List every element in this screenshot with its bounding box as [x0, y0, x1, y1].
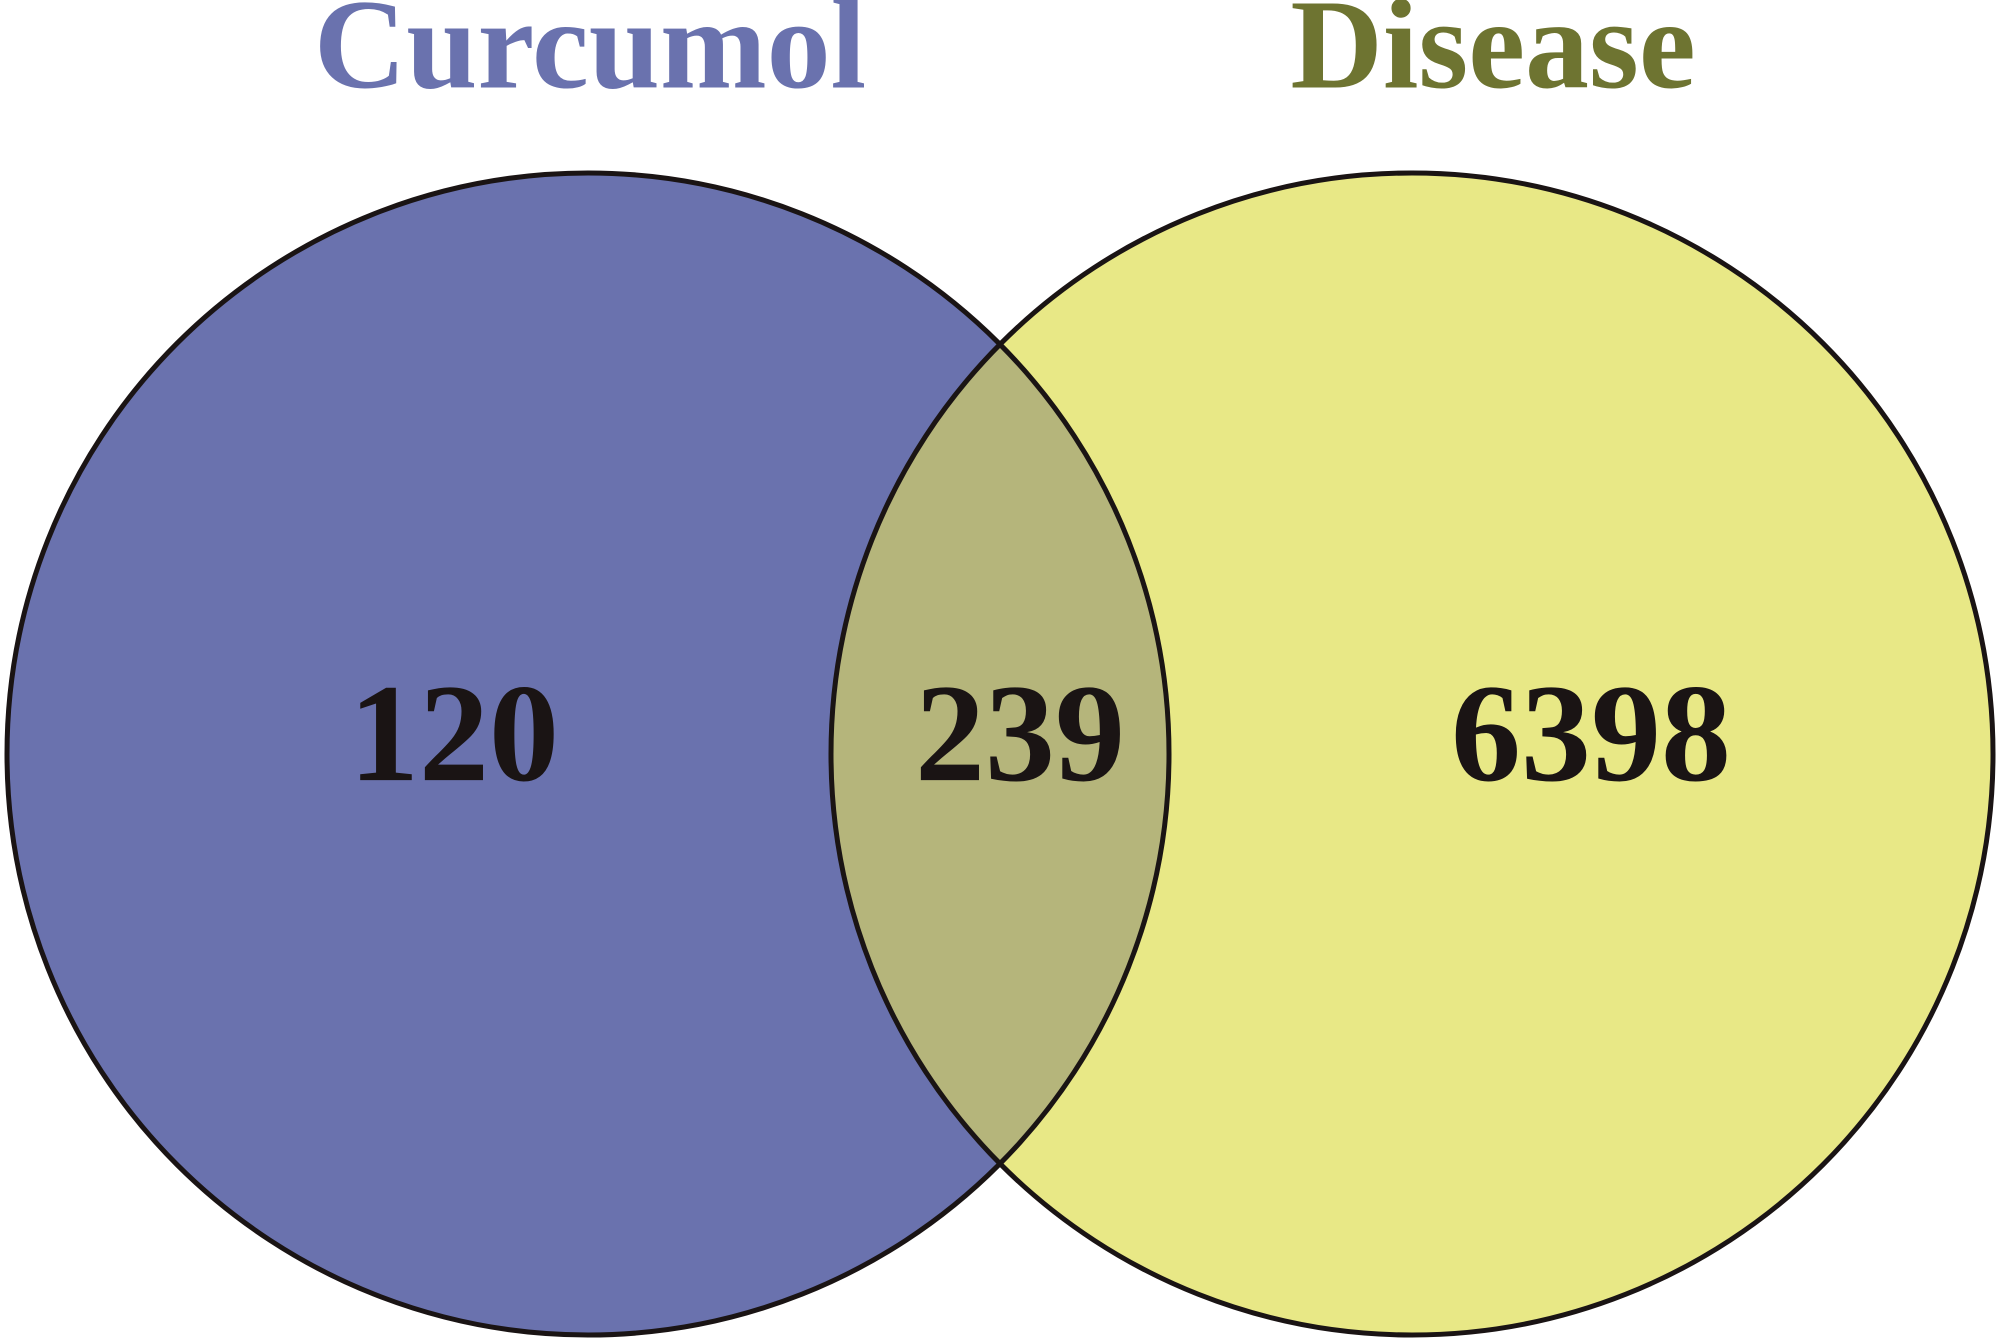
set-circle [831, 173, 1993, 1335]
intersection-count: 239 [915, 656, 1125, 811]
set-count: 120 [349, 656, 559, 811]
set-outline [4, 170, 1172, 1338]
set-circle [7, 173, 1169, 1335]
set-title: Disease [1290, 0, 1695, 115]
set-outline [828, 170, 1996, 1338]
set-count: 6398 [1451, 656, 1731, 811]
set-title: Curcumol [314, 0, 866, 115]
